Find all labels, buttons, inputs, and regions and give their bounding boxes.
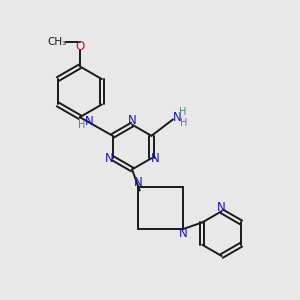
Text: N: N xyxy=(151,152,160,165)
Text: N: N xyxy=(134,176,142,189)
Text: N: N xyxy=(104,152,113,165)
Text: H: H xyxy=(180,118,188,128)
Text: O: O xyxy=(75,40,85,53)
Text: N: N xyxy=(128,114,137,127)
Text: H: H xyxy=(78,120,85,130)
Text: H: H xyxy=(179,106,186,117)
Text: CH₃: CH₃ xyxy=(47,37,67,47)
Text: N: N xyxy=(84,115,93,128)
Text: N: N xyxy=(179,227,188,240)
Text: N: N xyxy=(217,200,226,214)
Text: N: N xyxy=(172,110,181,124)
